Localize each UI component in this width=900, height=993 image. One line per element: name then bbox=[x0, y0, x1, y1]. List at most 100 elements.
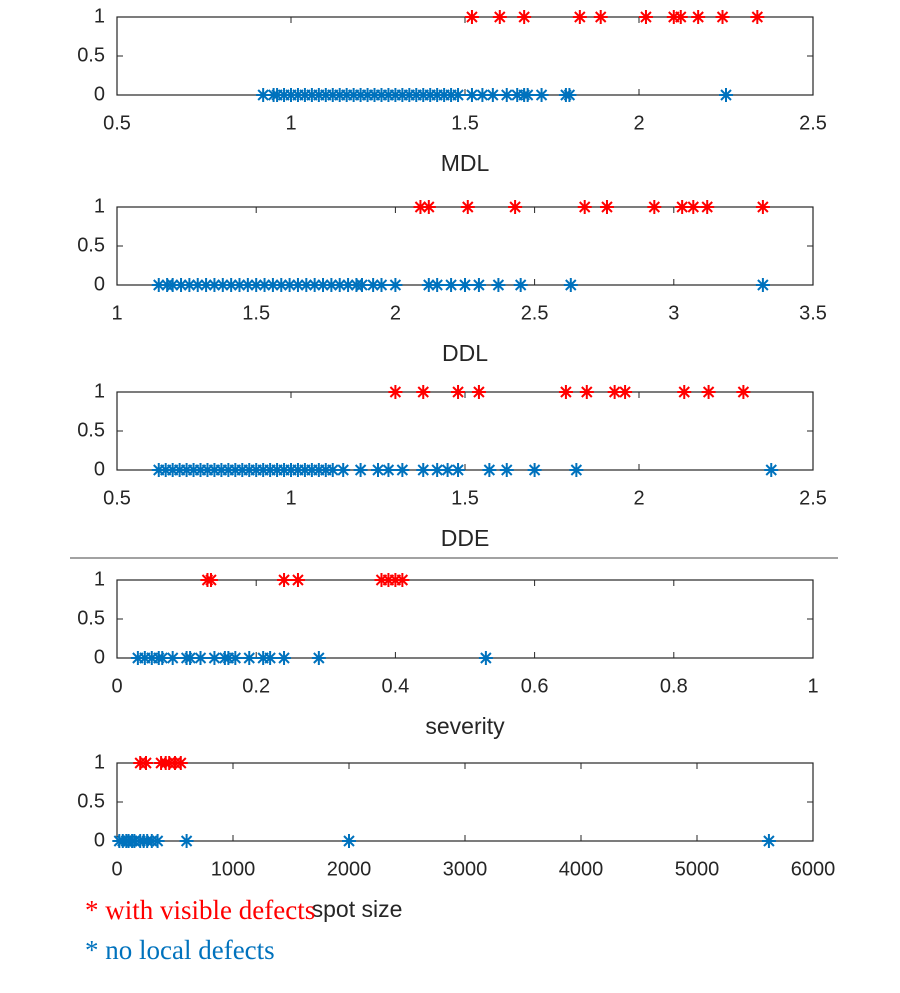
y-tick-label: 0 bbox=[94, 646, 105, 668]
marker bbox=[492, 10, 507, 24]
marker bbox=[139, 756, 153, 770]
marker bbox=[416, 385, 431, 399]
y-tick-label: 1 bbox=[94, 568, 105, 590]
marker bbox=[179, 834, 194, 848]
y-tick-label: 1 bbox=[94, 380, 105, 402]
marker bbox=[677, 385, 692, 399]
marker bbox=[471, 385, 486, 399]
x-tick-label: 1 bbox=[285, 487, 296, 509]
marker bbox=[257, 278, 272, 292]
marker bbox=[232, 278, 247, 292]
marker bbox=[277, 651, 292, 665]
x-tick-label: 1.5 bbox=[451, 487, 479, 509]
y-tick-label: 0 bbox=[94, 829, 105, 851]
x-tick-label: 1000 bbox=[211, 858, 256, 880]
marker bbox=[341, 278, 356, 292]
x-tick-label: 2 bbox=[633, 487, 644, 509]
marker bbox=[353, 463, 368, 477]
x-tick-label: 0.8 bbox=[660, 675, 688, 697]
marker bbox=[332, 278, 347, 292]
marker bbox=[413, 200, 428, 214]
marker bbox=[311, 651, 326, 665]
marker bbox=[277, 573, 292, 587]
x-tick-label: 0.5 bbox=[103, 112, 131, 134]
x-tick-label: 1 bbox=[285, 112, 296, 134]
marker bbox=[430, 463, 445, 477]
y-tick-label: 1 bbox=[94, 195, 105, 217]
marker bbox=[182, 278, 197, 292]
marker bbox=[701, 385, 716, 399]
marker bbox=[366, 278, 381, 292]
marker bbox=[395, 573, 410, 587]
x-tick-label: 1.5 bbox=[451, 112, 479, 134]
marker bbox=[274, 278, 289, 292]
x-tick-label: 2 bbox=[390, 302, 401, 324]
marker bbox=[242, 651, 257, 665]
marker bbox=[165, 278, 180, 292]
x-tick-label: 1.5 bbox=[242, 302, 270, 324]
x-tick-label: 3.5 bbox=[799, 302, 827, 324]
marker bbox=[165, 651, 180, 665]
marker bbox=[290, 278, 305, 292]
marker bbox=[282, 278, 297, 292]
marker bbox=[508, 200, 523, 214]
marker bbox=[207, 651, 222, 665]
x-tick-label: 4000 bbox=[559, 858, 604, 880]
marker bbox=[316, 278, 331, 292]
marker bbox=[416, 463, 431, 477]
marker bbox=[577, 200, 592, 214]
marker bbox=[354, 278, 369, 292]
y-tick-label: 0.5 bbox=[77, 607, 105, 629]
y-tick-label: 0.5 bbox=[77, 234, 105, 256]
marker bbox=[263, 651, 278, 665]
marker bbox=[686, 200, 701, 214]
x-tick-label: 2 bbox=[633, 112, 644, 134]
marker bbox=[562, 88, 577, 102]
marker bbox=[761, 834, 776, 848]
x-axis-label: spot size bbox=[312, 896, 403, 922]
marker bbox=[579, 385, 594, 399]
marker bbox=[207, 278, 222, 292]
marker bbox=[249, 278, 264, 292]
x-tick-label: 0.2 bbox=[242, 675, 270, 697]
x-tick-label: 0.4 bbox=[381, 675, 409, 697]
marker bbox=[520, 88, 535, 102]
x-axis-label: DDE bbox=[441, 525, 490, 551]
marker bbox=[755, 200, 770, 214]
marker bbox=[336, 463, 351, 477]
x-tick-label: 0 bbox=[111, 675, 122, 697]
marker bbox=[719, 88, 733, 102]
legend-entry: * with visible defects bbox=[85, 895, 315, 925]
x-tick-label: 3000 bbox=[443, 858, 488, 880]
x-axis-label: DDL bbox=[442, 340, 488, 366]
marker bbox=[471, 278, 486, 292]
marker bbox=[224, 278, 239, 292]
marker bbox=[607, 385, 622, 399]
y-tick-label: 0.5 bbox=[77, 44, 105, 66]
marker bbox=[715, 10, 730, 24]
marker bbox=[444, 278, 459, 292]
marker bbox=[464, 10, 479, 24]
marker bbox=[174, 278, 189, 292]
axes-box bbox=[116, 579, 814, 659]
marker bbox=[451, 88, 466, 102]
marker bbox=[324, 278, 339, 292]
marker bbox=[558, 385, 573, 399]
marker bbox=[183, 651, 198, 665]
axes-box bbox=[116, 16, 814, 96]
legend-entry: * no local defects bbox=[85, 935, 275, 965]
x-axis-label: severity bbox=[425, 713, 505, 739]
marker bbox=[421, 278, 436, 292]
marker bbox=[240, 278, 255, 292]
axes-box bbox=[116, 762, 814, 842]
marker bbox=[451, 385, 466, 399]
marker bbox=[691, 10, 706, 24]
y-tick-label: 1 bbox=[94, 751, 105, 773]
axes-box bbox=[116, 391, 814, 471]
marker bbox=[499, 88, 514, 102]
marker bbox=[499, 463, 514, 477]
marker bbox=[673, 10, 688, 24]
marker bbox=[618, 385, 633, 399]
marker bbox=[736, 385, 751, 399]
marker bbox=[307, 278, 322, 292]
